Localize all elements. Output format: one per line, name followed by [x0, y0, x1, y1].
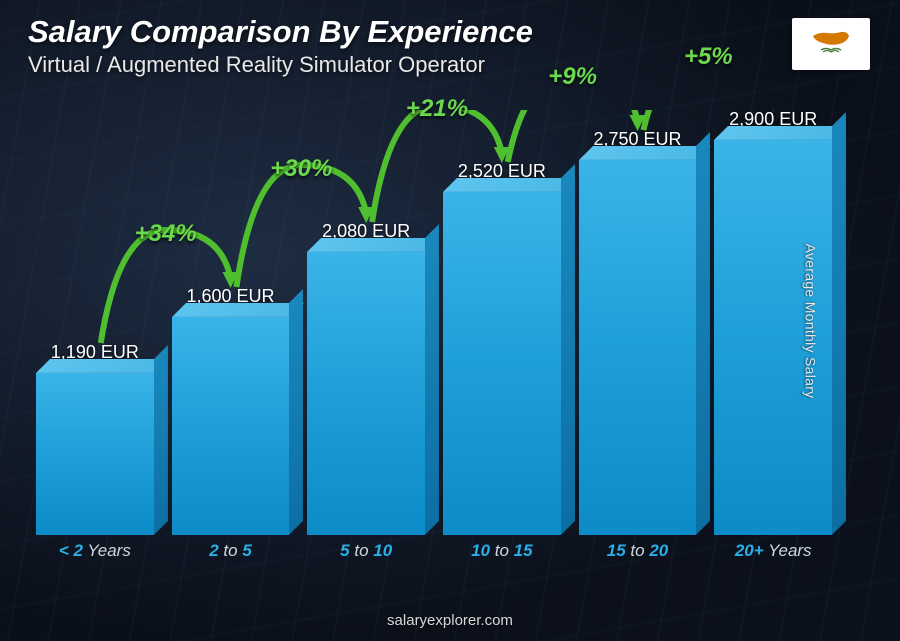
bars-container: 1,190 EUR1,600 EUR2,080 EUR2,520 EUR2,75…	[28, 110, 840, 535]
x-label-0: < 2 Years	[36, 541, 154, 571]
delta-pct-3: +9%	[548, 63, 597, 91]
delta-pct-2: +21%	[406, 95, 468, 123]
chart-subtitle: Virtual / Augmented Reality Simulator Op…	[28, 52, 872, 78]
x-label-2: 5 to 10	[307, 541, 425, 571]
x-label-4: 15 to 20	[579, 541, 697, 571]
y-axis-label: Average Monthly Salary	[803, 243, 819, 398]
bar-body	[579, 160, 697, 535]
delta-pct-1: +30%	[270, 155, 332, 183]
header: Salary Comparison By Experience Virtual …	[28, 14, 872, 78]
bar-chart: 1,190 EUR1,600 EUR2,080 EUR2,520 EUR2,75…	[28, 110, 840, 571]
bar-body	[172, 317, 290, 535]
x-label-5: 20+ Years	[714, 541, 832, 571]
delta-pct-0: +34%	[135, 220, 197, 248]
country-flag-cyprus	[792, 18, 870, 70]
x-label-1: 2 to 5	[172, 541, 290, 571]
bar-3: 2,520 EUR	[443, 161, 561, 535]
bar-2: 2,080 EUR	[307, 221, 425, 535]
bar-0: 1,190 EUR	[36, 342, 154, 535]
bar-1: 1,600 EUR	[172, 286, 290, 535]
bar-4: 2,750 EUR	[579, 129, 697, 535]
chart-title: Salary Comparison By Experience	[28, 14, 872, 50]
bar-body	[307, 252, 425, 535]
bar-body	[36, 373, 154, 535]
bar-body	[443, 192, 561, 535]
footer-source: salaryexplorer.com	[0, 612, 900, 629]
delta-pct-4: +5%	[684, 43, 733, 71]
x-label-3: 10 to 15	[443, 541, 561, 571]
x-axis: < 2 Years 2 to 5 5 to 10 10 to 15 15 to 20 20…	[28, 541, 840, 571]
